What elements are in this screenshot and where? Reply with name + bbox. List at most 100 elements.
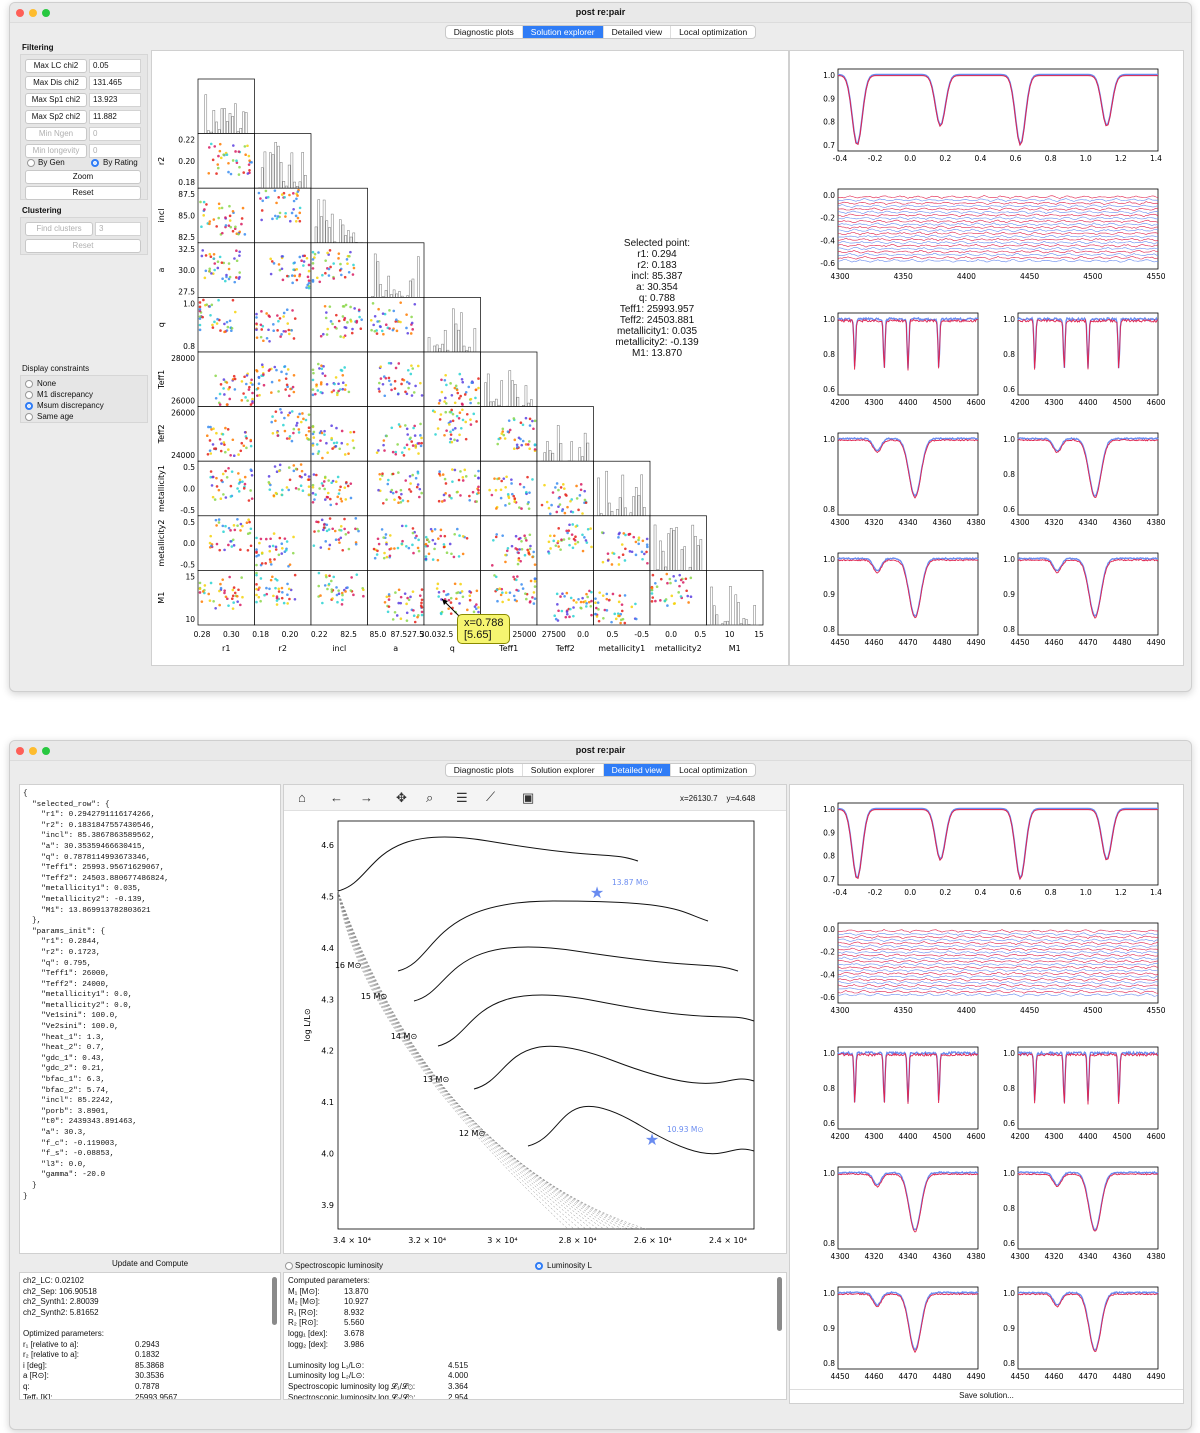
scatter-point <box>232 454 236 458</box>
scatter-point <box>198 307 202 311</box>
minimize-dot-icon[interactable] <box>29 747 37 755</box>
by-rating-radio[interactable] <box>91 159 99 167</box>
optimized-parameters-text[interactable]: ch2_LC: 0.02102 ch2_Sep: 106.90518 ch2_Syn… <box>19 1272 281 1400</box>
close-dot-icon[interactable] <box>16 747 24 755</box>
scatter-point <box>332 262 335 265</box>
zoom-dot-icon[interactable] <box>42 9 50 17</box>
tab-detailed-view[interactable]: Detailed view <box>603 764 672 776</box>
spectroscopic-luminosity-radio[interactable] <box>285 1262 293 1270</box>
save-solution-button[interactable]: Save solution... <box>790 1389 1183 1403</box>
min-longevity-field[interactable]: 0 <box>89 144 141 158</box>
fit-plots-panel[interactable]: -0.4 -0.2 0.0 0.2 0.4 0.6 0.8 1.0 1.2 1.4 1.0 0.9 0.… <box>789 784 1184 1404</box>
scrollbar[interactable] <box>777 1277 782 1331</box>
max-lc-chi2-field[interactable]: 0.05 <box>89 59 141 73</box>
max-sp1-chi2-button[interactable]: Max Sp1 chi2 <box>25 93 87 107</box>
param-name: i [deg]: <box>23 1360 48 1370</box>
spectrum-panel-x-tick: 4470 <box>898 1372 917 1381</box>
scatter-point <box>416 471 420 475</box>
zoom-magnifier-icon[interactable]: ⌕ <box>426 790 434 805</box>
min-longevity-button[interactable]: Min longevity <box>25 144 87 158</box>
scatter-point <box>259 197 262 200</box>
scatter-point <box>466 608 469 612</box>
scatter-point <box>418 487 422 491</box>
configure-subplots-icon[interactable]: ☰ <box>456 790 468 805</box>
tab-solution-explorer[interactable]: Solution explorer <box>522 26 604 38</box>
min-ngen-field[interactable]: 0 <box>89 127 141 141</box>
scatter-point <box>239 449 243 453</box>
constraint-same-age-radio[interactable] <box>25 413 33 421</box>
tab-local-optimization[interactable]: Local optimization <box>679 765 748 775</box>
max-dis-chi2-field[interactable]: 131.465 <box>89 76 141 90</box>
scatter-point <box>624 547 627 551</box>
max-sp2-chi2-field[interactable]: 11.882 <box>89 110 141 124</box>
save-figure-icon[interactable]: ▣ <box>522 790 535 805</box>
scatter-point <box>258 586 261 589</box>
fit-plots-panel[interactable]: -0.4 -0.2 0.0 0.2 0.4 0.6 0.8 1.0 1.2 1.4 1.0 0.9 0.… <box>789 50 1184 666</box>
scatter-point <box>214 606 217 610</box>
edit-axis-icon[interactable]: ⟋ <box>486 789 496 804</box>
scatter-point <box>243 475 247 479</box>
sel-m1: M1: 13.870 <box>631 348 683 359</box>
spectrum-panel-y-tick: 0.8 <box>823 625 835 634</box>
scatter-point <box>406 499 410 503</box>
scatter-point <box>205 303 209 306</box>
min-ngen-button[interactable]: Min Ngen <box>25 127 87 141</box>
max-dis-chi2-button[interactable]: Max Dis chi2 <box>25 76 87 90</box>
corner-plot-panel[interactable]: r2 0.22 0.20 0.18 incl 87.5 85.0 82.5 a 32.5 30.0 2… <box>151 50 789 666</box>
scatter-point <box>459 427 463 430</box>
scatter-point <box>410 315 413 319</box>
luminosity-radio[interactable] <box>535 1262 543 1270</box>
minimize-dot-icon[interactable] <box>29 9 37 17</box>
scatter-point <box>390 426 394 430</box>
zoom-button[interactable]: Zoom <box>25 170 141 184</box>
spectrum-model <box>1017 1172 1159 1232</box>
reset-button[interactable]: Reset <box>25 186 141 200</box>
update-compute-button[interactable]: Update and Compute <box>111 1259 189 1268</box>
close-dot-icon[interactable] <box>16 9 24 17</box>
scatter-point <box>218 548 222 552</box>
scatter-point <box>414 536 417 540</box>
hrd-panel[interactable]: ⌂ ← → ✥ ⌕ ☰ ⟋ ▣ x=26130.7 y=4.648 4.6 4.5… <box>283 784 787 1254</box>
max-lc-chi2-button[interactable]: Max LC chi2 <box>25 59 87 73</box>
home-icon[interactable]: ⌂ <box>298 790 306 805</box>
find-clusters-button[interactable]: Find clusters <box>25 222 93 236</box>
fit-plots[interactable]: -0.4 -0.2 0.0 0.2 0.4 0.6 0.8 1.0 1.2 1.41.00.90.… <box>790 51 1184 666</box>
back-arrow-icon[interactable]: ← <box>330 790 343 805</box>
max-sp1-chi2-field[interactable]: 13.923 <box>89 93 141 107</box>
scatter-point <box>250 378 253 382</box>
clusters-count-field[interactable]: 3 <box>95 222 141 236</box>
constraint-msum-radio[interactable] <box>25 402 33 410</box>
scatter-point <box>318 280 322 284</box>
scatter-point <box>269 563 273 566</box>
forward-arrow-icon[interactable]: → <box>360 790 373 805</box>
constraint-none-radio[interactable] <box>25 380 33 388</box>
scatter-point <box>233 377 237 381</box>
scatter-point <box>400 451 404 454</box>
scatter-point <box>433 528 437 531</box>
max-sp2-chi2-button[interactable]: Max Sp2 chi2 <box>25 110 87 124</box>
hr-diagram[interactable]: 4.64.54.44.34.24.14.03.93.4 × 10⁴ 3.2 × 1… <box>284 811 787 1254</box>
cluster-reset-button[interactable]: Reset <box>25 239 141 253</box>
scatter-point <box>529 579 533 583</box>
scatter-point <box>242 392 245 395</box>
param-name: Teff₁ [K]: <box>23 1392 53 1400</box>
scatter-point <box>285 372 288 376</box>
scatter-point <box>332 389 336 392</box>
tab-diagnostic-plots[interactable]: Diagnostic plots <box>446 764 523 776</box>
pan-icon[interactable]: ✥ <box>396 790 407 805</box>
tab-local-optimization[interactable]: Local optimization <box>679 27 748 37</box>
by-gen-radio[interactable] <box>27 159 35 167</box>
json-text-area[interactable]: { "selected_row": { "r1": 0.294279111617… <box>19 784 281 1254</box>
tab-detailed-view[interactable]: Detailed view <box>604 26 672 38</box>
light-curve-y-tick: 0.9 <box>823 828 835 837</box>
fit-plots[interactable]: -0.4 -0.2 0.0 0.2 0.4 0.6 0.8 1.0 1.2 1.41.00.90.… <box>790 785 1184 1387</box>
corner-plot[interactable]: r20.220.200.18incl87.585.082.5a32.530.02… <box>152 51 789 666</box>
scrollbar[interactable] <box>272 1277 277 1325</box>
zoom-dot-icon[interactable] <box>42 747 50 755</box>
computed-parameters-text[interactable]: Computed parameters: M₁ [M⊙]: 13.870 M₂ [M⊙… <box>283 1272 787 1400</box>
corner-x-label: M1 <box>729 644 741 653</box>
scatter-point <box>320 482 324 485</box>
constraint-m1-radio[interactable] <box>25 391 33 399</box>
tab-solution-explorer[interactable]: Solution explorer <box>523 764 604 776</box>
tab-diagnostic-plots[interactable]: Diagnostic plots <box>446 26 523 38</box>
